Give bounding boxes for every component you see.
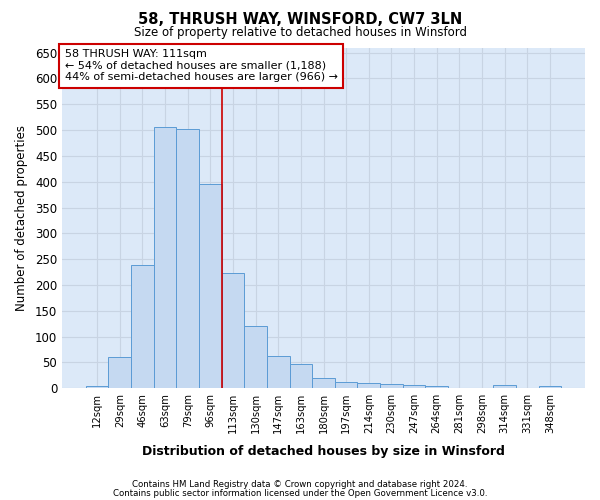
Bar [244, 326, 267, 388]
Bar [425, 386, 448, 388]
Bar [290, 364, 312, 388]
Bar [539, 386, 561, 388]
Text: Contains public sector information licensed under the Open Government Licence v3: Contains public sector information licen… [113, 490, 487, 498]
Text: Contains HM Land Registry data © Crown copyright and database right 2024.: Contains HM Land Registry data © Crown c… [132, 480, 468, 489]
Bar [131, 266, 154, 388]
Bar [380, 384, 403, 388]
Text: Size of property relative to detached houses in Winsford: Size of property relative to detached ho… [133, 26, 467, 39]
Bar [358, 383, 380, 388]
Bar [493, 385, 516, 388]
Bar [176, 129, 199, 388]
Bar [403, 385, 425, 388]
Bar [199, 184, 221, 388]
Bar [109, 357, 131, 388]
Bar [267, 356, 290, 388]
Bar [335, 382, 358, 388]
Text: 58, THRUSH WAY, WINSFORD, CW7 3LN: 58, THRUSH WAY, WINSFORD, CW7 3LN [138, 12, 462, 28]
Bar [312, 378, 335, 388]
X-axis label: Distribution of detached houses by size in Winsford: Distribution of detached houses by size … [142, 444, 505, 458]
Text: 58 THRUSH WAY: 111sqm
← 54% of detached houses are smaller (1,188)
44% of semi-d: 58 THRUSH WAY: 111sqm ← 54% of detached … [65, 49, 338, 82]
Bar [86, 386, 109, 388]
Y-axis label: Number of detached properties: Number of detached properties [15, 125, 28, 311]
Bar [221, 272, 244, 388]
Bar [154, 127, 176, 388]
